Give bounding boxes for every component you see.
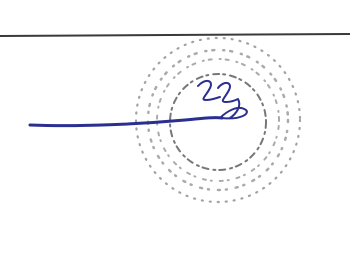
paper [0, 0, 350, 256]
scan [0, 0, 350, 256]
page [0, 0, 350, 256]
